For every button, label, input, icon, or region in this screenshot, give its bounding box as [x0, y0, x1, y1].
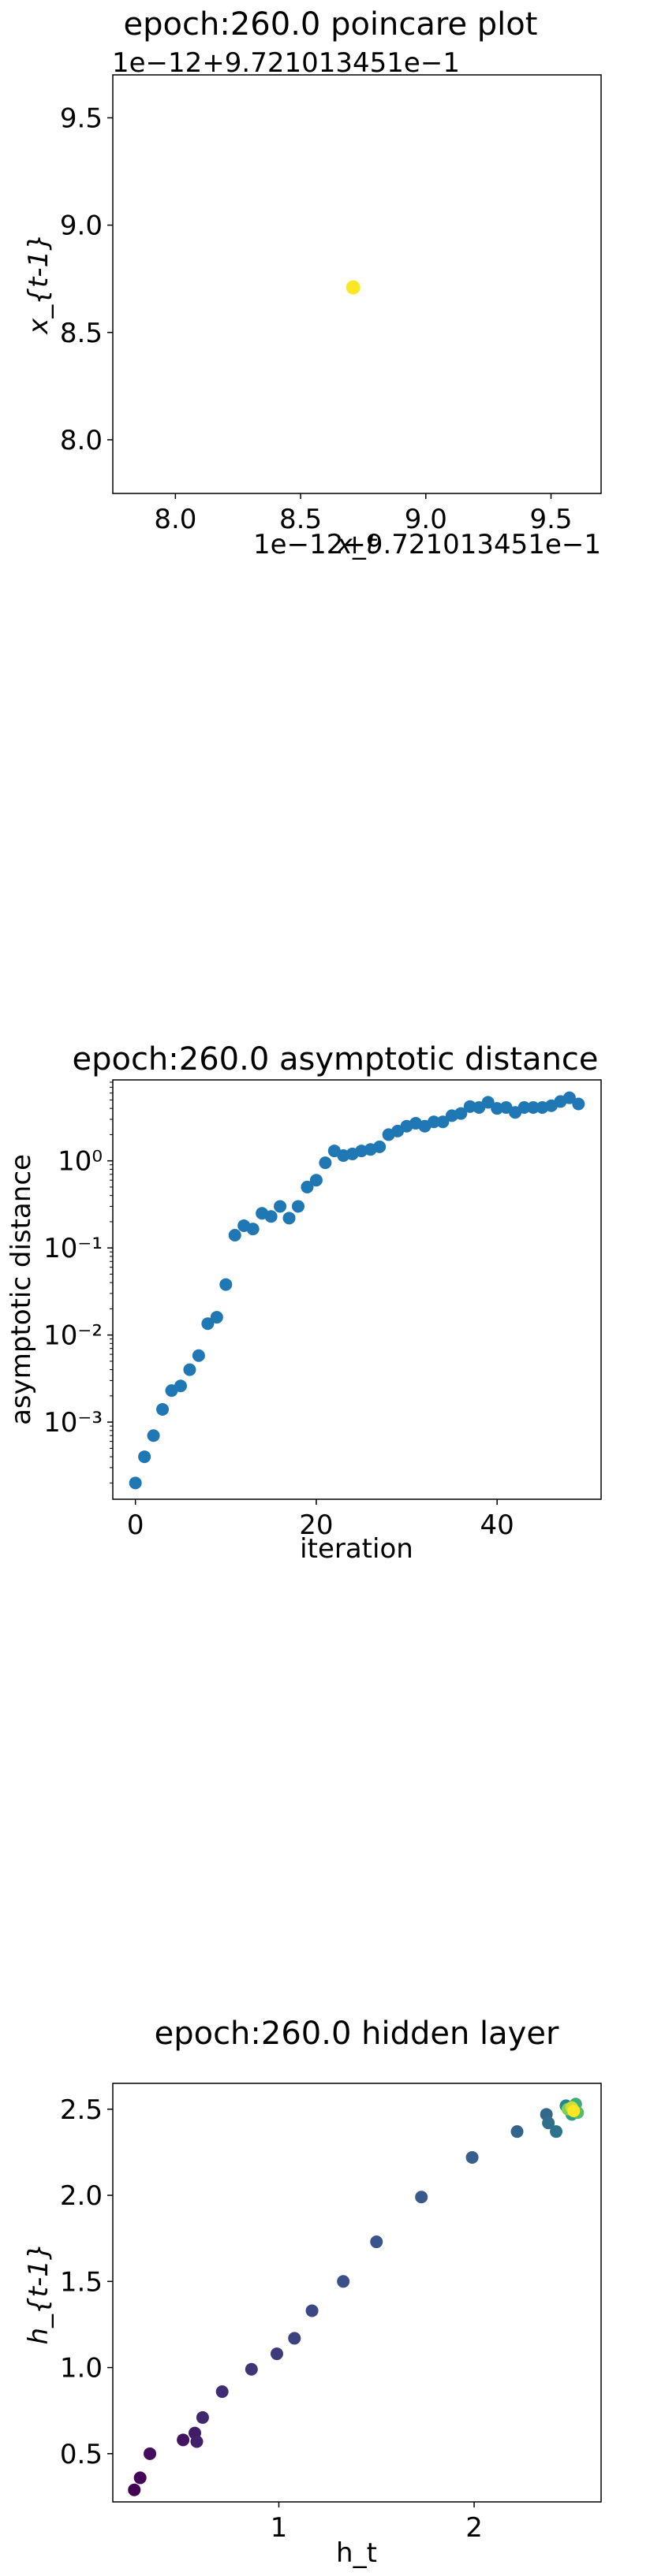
- data-point: [183, 1363, 196, 1376]
- y-tick-label: 10⁻³: [43, 1407, 103, 1439]
- data-point: [177, 2433, 190, 2447]
- data-point: [517, 1100, 531, 1114]
- data-point: [309, 1174, 323, 1187]
- x-axis-label: iteration: [300, 1533, 413, 1565]
- y-tick-label: 8.5: [60, 318, 103, 349]
- plot-area: [112, 2083, 602, 2503]
- y-offset-text: 1e−12+9.721013451e−1: [112, 47, 460, 79]
- data-point: [319, 1156, 332, 1170]
- y-axis-ticks: 10⁻³ 10⁻² 10⁻¹ 10⁰: [43, 1081, 113, 1483]
- y-axis-label: asymptotic distance: [6, 1154, 37, 1425]
- data-point: [156, 1402, 170, 1416]
- data-point: [542, 2116, 555, 2130]
- data-point: [288, 2332, 301, 2345]
- y-tick-label: 9.0: [60, 210, 103, 242]
- data-point: [481, 1096, 495, 1109]
- data-point: [550, 2125, 563, 2139]
- data-points: [346, 280, 360, 295]
- y-axis-label: x_{t-1}: [23, 233, 54, 335]
- y-tick-label: 1.5: [60, 2266, 103, 2298]
- data-point: [147, 1429, 160, 1442]
- data-point: [465, 2150, 479, 2164]
- data-point: [128, 2483, 141, 2496]
- x-tick-label: 20: [299, 1509, 333, 1541]
- x-tick-label: 2: [465, 2512, 483, 2544]
- data-point: [346, 280, 360, 295]
- chart-title: epoch:260.0 hidden layer: [155, 2016, 559, 2052]
- asymptotic-distance-chart: epoch:260.0 asymptotic distance 0 20 40 10…: [6, 1041, 602, 1565]
- x-tick-label: 9.5: [529, 504, 572, 535]
- data-point: [210, 1311, 223, 1324]
- data-point: [196, 2410, 209, 2424]
- data-point: [228, 1229, 241, 1242]
- x-tick-label: 8.5: [279, 504, 322, 535]
- data-point: [454, 1107, 468, 1120]
- y-tick-label: 10⁰: [58, 1146, 103, 1178]
- data-point: [245, 2362, 258, 2376]
- y-tick-label: 0.5: [60, 2439, 103, 2470]
- data-point: [527, 1100, 540, 1114]
- data-point: [192, 1349, 205, 1362]
- chart-title: epoch:260.0 asymptotic distance: [72, 1041, 598, 1078]
- data-point: [373, 1140, 387, 1153]
- data-point: [201, 1317, 215, 1331]
- data-point: [129, 1476, 142, 1490]
- data-point: [415, 2191, 428, 2204]
- x-tick-label: 0: [127, 1509, 144, 1541]
- data-point: [305, 2304, 319, 2317]
- data-point: [270, 2347, 283, 2361]
- y-tick-label: 2.5: [60, 2094, 103, 2126]
- data-point: [291, 1200, 304, 1213]
- data-point: [337, 2275, 350, 2288]
- data-point: [144, 2447, 157, 2460]
- x-tick-label: 8.0: [154, 504, 196, 535]
- data-point: [301, 1180, 314, 1193]
- data-point: [282, 1212, 296, 1225]
- y-tick-label: 10⁻¹: [43, 1233, 103, 1264]
- data-points: [128, 2098, 585, 2496]
- plot-area: [112, 1079, 602, 1500]
- x-offset-text: 1e−12+9.721013451e−1: [253, 529, 601, 560]
- data-point: [264, 1210, 278, 1223]
- x-tick-label: 1: [271, 2512, 288, 2544]
- data-point: [567, 2104, 581, 2117]
- data-point: [562, 1091, 576, 1104]
- x-axis-label: h_t: [336, 2537, 377, 2569]
- y-axis-ticks: 8.0 8.5 9.0 9.5: [60, 102, 113, 456]
- data-point: [436, 1115, 450, 1129]
- chart-title: epoch:260.0 poincare plot: [124, 6, 538, 43]
- data-point: [174, 1379, 187, 1393]
- y-axis-label: h_{t-1}: [23, 2243, 54, 2344]
- data-point: [138, 1450, 151, 1464]
- data-point: [427, 1115, 440, 1129]
- x-axis-label: x_t: [336, 529, 378, 560]
- x-axis-ticks: 0 20 40: [127, 1499, 514, 1541]
- data-point: [510, 2125, 524, 2139]
- y-axis-ticks: 0.5 1.0 1.5 2.0 2.5: [60, 2094, 113, 2470]
- data-point: [215, 2385, 229, 2399]
- data-point: [219, 1278, 233, 1291]
- data-point: [274, 1200, 287, 1213]
- y-tick-label: 10⁻²: [43, 1320, 103, 1352]
- poincare-chart: epoch:260.0 poincare plot 1e−12+9.721013…: [23, 6, 602, 560]
- data-point: [246, 1223, 260, 1236]
- data-point: [190, 2435, 204, 2448]
- data-point: [133, 2471, 147, 2485]
- y-tick-label: 9.5: [60, 102, 103, 134]
- y-tick-label: 2.0: [60, 2180, 103, 2212]
- x-tick-label: 40: [480, 1509, 514, 1541]
- data-point: [370, 2235, 383, 2249]
- x-tick-label: 9.0: [405, 504, 447, 535]
- x-axis-ticks: 8.0 8.5 9.0 9.5: [154, 493, 573, 535]
- y-tick-label: 1.0: [60, 2353, 103, 2384]
- plot-area: [112, 74, 602, 494]
- data-points: [129, 1091, 585, 1490]
- data-point: [572, 1097, 585, 1111]
- y-tick-label: 8.0: [60, 425, 103, 456]
